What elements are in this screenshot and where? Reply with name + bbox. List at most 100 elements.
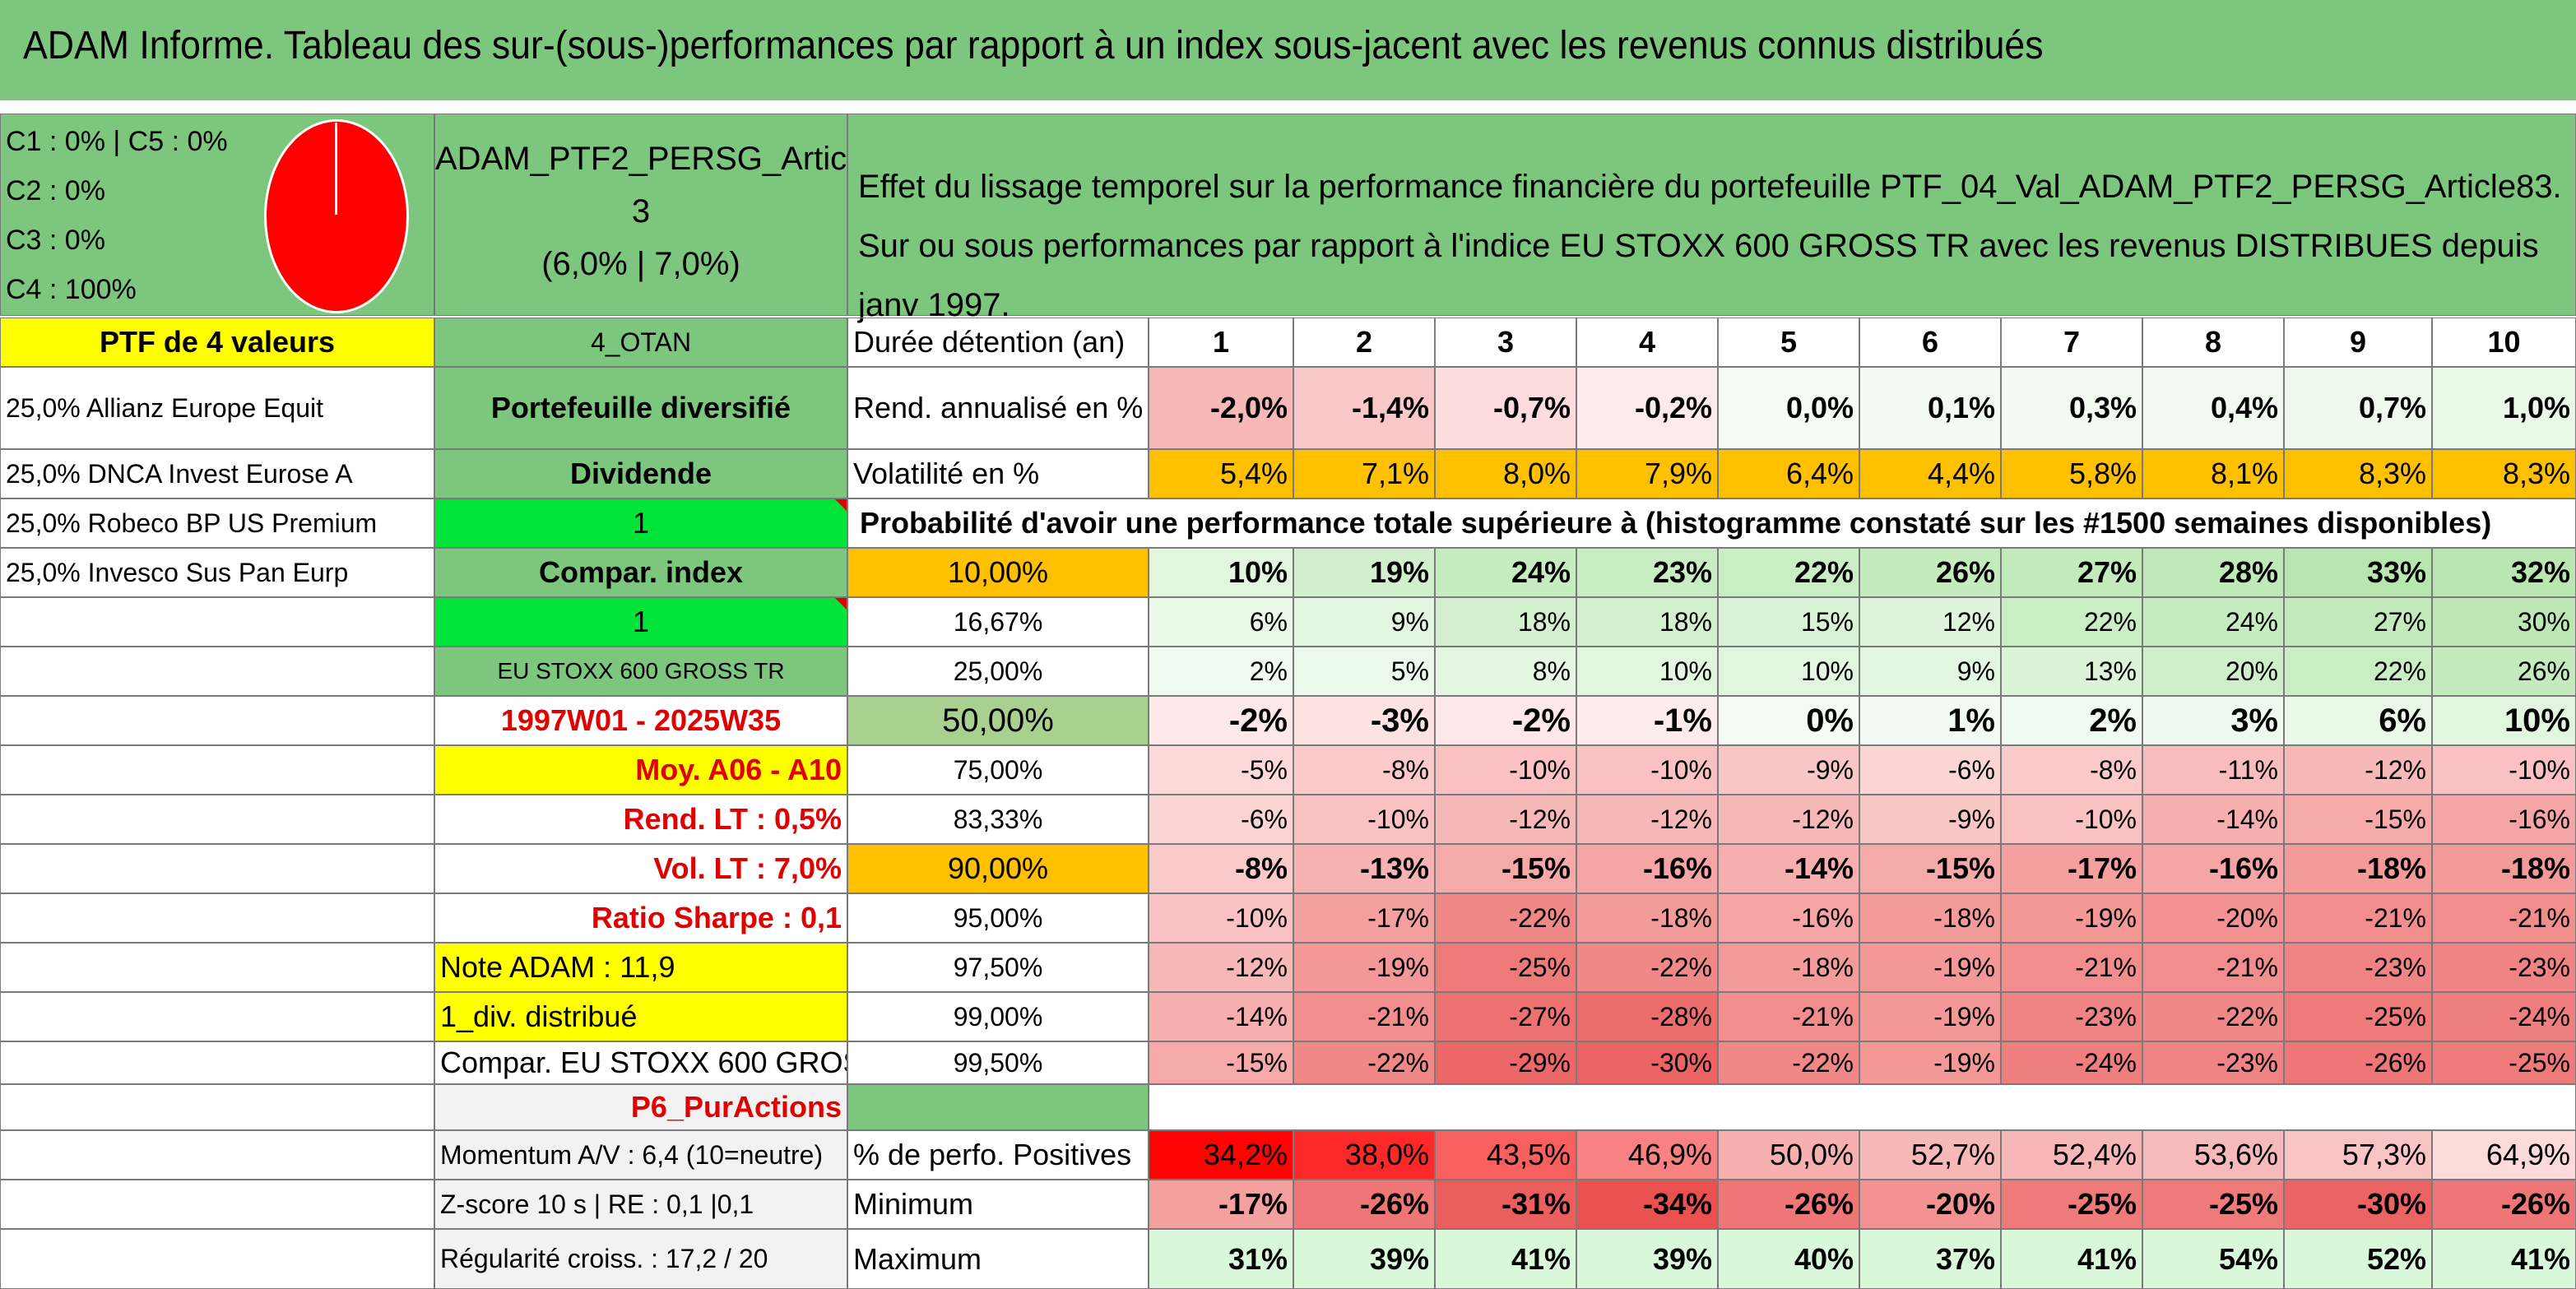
quantile-value[interactable]: 30% bbox=[2432, 597, 2576, 647]
quantile-value[interactable]: -10% bbox=[1149, 893, 1293, 943]
year-header[interactable]: 6 bbox=[1859, 318, 2001, 367]
quantile-value[interactable]: -21% bbox=[1293, 992, 1435, 1041]
quantile-value[interactable]: -30% bbox=[1576, 1041, 1718, 1084]
minimum-value[interactable]: -26% bbox=[2432, 1180, 2576, 1229]
positive-share[interactable]: 34,2% bbox=[1149, 1130, 1293, 1180]
quantile-value[interactable]: -28% bbox=[1576, 992, 1718, 1041]
empty-cell[interactable] bbox=[0, 1041, 434, 1084]
probability-label[interactable]: Probabilité d'avoir une performance tota… bbox=[847, 498, 2576, 548]
minimum-value[interactable]: -30% bbox=[2284, 1180, 2432, 1229]
maximum-value[interactable]: 39% bbox=[1576, 1229, 1718, 1289]
moy-cell[interactable]: Moy. A06 - A10 bbox=[434, 745, 847, 795]
maximum-value[interactable]: 40% bbox=[1718, 1229, 1859, 1289]
quantile-value[interactable]: 15% bbox=[1718, 597, 1859, 647]
quantile-value[interactable]: -12% bbox=[1576, 795, 1718, 844]
empty-cell[interactable] bbox=[0, 893, 434, 943]
compar-index-cell[interactable]: Compar. index bbox=[434, 548, 847, 597]
vol-label[interactable]: Volatilité en % bbox=[847, 449, 1149, 498]
quantile-value[interactable]: -10% bbox=[1435, 745, 1576, 795]
quantile-value[interactable]: -12% bbox=[2284, 745, 2432, 795]
quantile-value[interactable]: -16% bbox=[1718, 893, 1859, 943]
quantile-value[interactable]: -20% bbox=[2142, 893, 2284, 943]
positive-share[interactable]: 57,3% bbox=[2284, 1130, 2432, 1180]
quantile-value[interactable]: 27% bbox=[2001, 548, 2142, 597]
p6-cell[interactable]: P6_PurActions bbox=[434, 1084, 847, 1130]
quantile-value[interactable]: 9% bbox=[1859, 647, 2001, 696]
note-cell[interactable]: Note ADAM : 11,9 bbox=[434, 943, 847, 992]
quantile-value[interactable]: -22% bbox=[1293, 1041, 1435, 1084]
annual-return[interactable]: -0,2% bbox=[1576, 367, 1718, 449]
quantile-value[interactable]: -10% bbox=[1576, 745, 1718, 795]
maximum-label[interactable]: Maximum bbox=[847, 1229, 1149, 1289]
quantile-value[interactable]: -29% bbox=[1435, 1041, 1576, 1084]
quantile-value[interactable]: 10% bbox=[1149, 548, 1293, 597]
year-header[interactable]: 3 bbox=[1435, 318, 1576, 367]
quantile-value[interactable]: -1% bbox=[1576, 696, 1718, 745]
diversified-cell[interactable]: Portefeuille diversifié bbox=[434, 367, 847, 449]
quantile-label[interactable]: 75,00% bbox=[847, 745, 1149, 795]
quantile-value[interactable]: -5% bbox=[1149, 745, 1293, 795]
quantile-value[interactable]: 10% bbox=[1576, 647, 1718, 696]
quantile-value[interactable]: 12% bbox=[1859, 597, 2001, 647]
rend-label[interactable]: Rend. annualisé en % bbox=[847, 367, 1149, 449]
vol-lt-cell[interactable]: Vol. LT : 7,0% bbox=[434, 844, 847, 893]
annual-return[interactable]: -2,0% bbox=[1149, 367, 1293, 449]
quantile-value[interactable]: -23% bbox=[2284, 943, 2432, 992]
volatility[interactable]: 4,4% bbox=[1859, 449, 2001, 498]
volatility[interactable]: 5,4% bbox=[1149, 449, 1293, 498]
volatility[interactable]: 8,1% bbox=[2142, 449, 2284, 498]
quantile-label[interactable]: 83,33% bbox=[847, 795, 1149, 844]
quantile-value[interactable]: -15% bbox=[1435, 844, 1576, 893]
empty-cell[interactable] bbox=[0, 795, 434, 844]
empty-cell[interactable] bbox=[0, 1084, 434, 1130]
quantile-value[interactable]: -14% bbox=[1718, 844, 1859, 893]
quantile-value[interactable]: -22% bbox=[1718, 1041, 1859, 1084]
quantile-value[interactable]: -15% bbox=[1859, 844, 2001, 893]
momentum-cell[interactable]: Momentum A/V : 6,4 (10=neutre) bbox=[434, 1130, 847, 1180]
quantile-value[interactable]: 19% bbox=[1293, 548, 1435, 597]
quantile-value[interactable]: -21% bbox=[2432, 893, 2576, 943]
empty-cell[interactable] bbox=[0, 696, 434, 745]
quantile-value[interactable]: -25% bbox=[2284, 992, 2432, 1041]
empty-cell[interactable] bbox=[0, 647, 434, 696]
quantile-value[interactable]: -22% bbox=[2142, 992, 2284, 1041]
quantile-label[interactable]: 99,00% bbox=[847, 992, 1149, 1041]
minimum-value[interactable]: -34% bbox=[1576, 1180, 1718, 1229]
quantile-value[interactable]: -14% bbox=[1149, 992, 1293, 1041]
quantile-value[interactable]: -12% bbox=[1718, 795, 1859, 844]
empty-cell[interactable] bbox=[0, 745, 434, 795]
empty-cell[interactable] bbox=[0, 943, 434, 992]
holding-row[interactable]: 25,0% Allianz Europe Equit bbox=[0, 367, 434, 449]
positive-share[interactable]: 46,9% bbox=[1576, 1130, 1718, 1180]
empty-cell[interactable] bbox=[0, 844, 434, 893]
quantile-value[interactable]: -11% bbox=[2142, 745, 2284, 795]
period-cell[interactable]: 1997W01 - 2025W35 bbox=[434, 696, 847, 745]
quantile-value[interactable]: -10% bbox=[2001, 795, 2142, 844]
quantile-value[interactable]: -16% bbox=[2142, 844, 2284, 893]
volatility[interactable]: 5,8% bbox=[2001, 449, 2142, 498]
quantile-value[interactable]: -9% bbox=[1718, 745, 1859, 795]
quantile-value[interactable]: 9% bbox=[1293, 597, 1435, 647]
minimum-value[interactable]: -25% bbox=[2001, 1180, 2142, 1229]
holding-row[interactable]: 25,0% Robeco BP US Premium bbox=[0, 498, 434, 548]
year-header[interactable]: 2 bbox=[1293, 318, 1435, 367]
quantile-value[interactable]: -16% bbox=[1576, 844, 1718, 893]
quantile-value[interactable]: -2% bbox=[1435, 696, 1576, 745]
minimum-value[interactable]: -31% bbox=[1435, 1180, 1576, 1229]
positive-share[interactable]: 52,4% bbox=[2001, 1130, 2142, 1180]
positive-share[interactable]: 53,6% bbox=[2142, 1130, 2284, 1180]
quantile-value[interactable]: 10% bbox=[2432, 696, 2576, 745]
quantile-value[interactable]: -8% bbox=[1149, 844, 1293, 893]
positive-share[interactable]: 43,5% bbox=[1435, 1130, 1576, 1180]
quantile-value[interactable]: 28% bbox=[2142, 548, 2284, 597]
empty-cell[interactable] bbox=[0, 597, 434, 647]
quantile-value[interactable]: 6% bbox=[1149, 597, 1293, 647]
quantile-value[interactable]: -21% bbox=[1718, 992, 1859, 1041]
quantile-value[interactable]: -21% bbox=[2284, 893, 2432, 943]
annual-return[interactable]: 1,0% bbox=[2432, 367, 2576, 449]
quantile-value[interactable]: 26% bbox=[1859, 548, 2001, 597]
year-header[interactable]: 5 bbox=[1718, 318, 1859, 367]
annual-return[interactable]: -1,4% bbox=[1293, 367, 1435, 449]
quantile-value[interactable]: -14% bbox=[2142, 795, 2284, 844]
quantile-value[interactable]: -23% bbox=[2142, 1041, 2284, 1084]
